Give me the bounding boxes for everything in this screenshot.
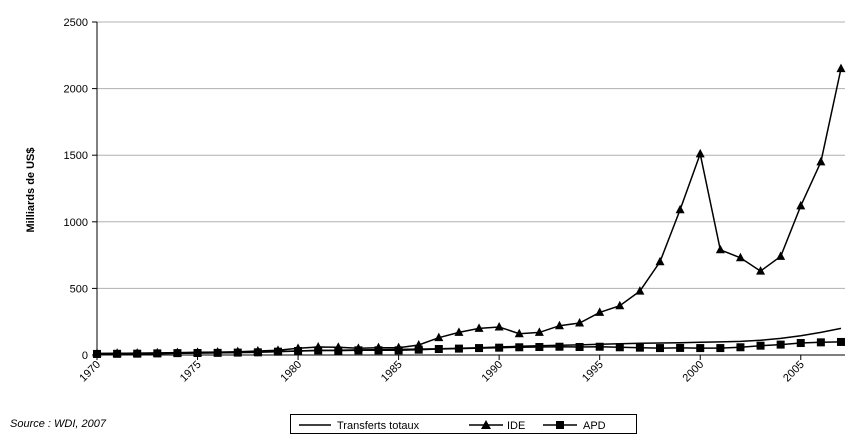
data-point-triangle [554, 320, 564, 330]
data-point-square [334, 346, 343, 355]
data-point-square [153, 349, 162, 358]
data-point-triangle [434, 332, 444, 342]
y-tick-label: 0 [82, 350, 88, 362]
data-point-square [836, 337, 845, 346]
data-point-triangle [494, 322, 504, 331]
gridlines [97, 21, 845, 289]
legend-marker-apd [556, 421, 564, 429]
data-point-square [475, 344, 484, 353]
data-point-square [133, 349, 142, 358]
legend-marker-ide [481, 420, 491, 429]
data-point-square [273, 347, 282, 356]
data-point-square [555, 342, 564, 351]
y-tick-label: 1000 [64, 217, 88, 229]
data-point-triangle [454, 327, 464, 336]
data-point-square [314, 346, 323, 355]
data-point-square [434, 345, 443, 354]
data-point-square [736, 343, 745, 352]
data-point-square [354, 346, 363, 355]
data-point-triangle [534, 327, 544, 336]
data-point-square [696, 344, 705, 353]
data-point-square [374, 346, 383, 355]
series-line [96, 327, 842, 356]
data-point-square [716, 344, 725, 353]
data-point-square [615, 343, 624, 352]
source-note: Source : WDI, 2007 [10, 418, 106, 430]
data-point-square [193, 349, 202, 358]
series-line [96, 68, 842, 355]
data-point-triangle [776, 251, 786, 260]
x-ticks: 1970 1975 1980 1985 1990 1995 2000 2005 [77, 355, 807, 384]
x-tick-label: 1995 [580, 359, 606, 385]
data-point-square [756, 341, 765, 350]
data-point-square [575, 343, 584, 352]
y-tick-label: 1500 [64, 150, 88, 162]
data-point-square [495, 343, 504, 352]
x-tick-label: 1990 [479, 359, 505, 385]
legend-label-transferts: Transferts totaux [337, 420, 420, 432]
data-point-triangle [735, 252, 745, 262]
data-point-square [213, 348, 222, 357]
data-point-square [595, 342, 604, 351]
x-tick-label: 2005 [781, 359, 807, 385]
legend: Transferts totaux IDE APD [290, 414, 637, 434]
data-point-square [253, 348, 262, 357]
x-tick-label: 1985 [379, 359, 405, 385]
data-point-square [454, 344, 463, 353]
y-ticks: 0 500 1000 1500 2000 2500 [64, 17, 97, 362]
data-point-triangle [756, 266, 766, 275]
data-point-triangle [575, 318, 585, 327]
data-point-triangle [514, 328, 524, 338]
data-point-square [776, 340, 785, 349]
data-point-triangle [715, 244, 725, 254]
data-point-triangle [635, 286, 645, 295]
data-point-square [173, 349, 182, 358]
y-tick-label: 2000 [64, 84, 88, 96]
data-point-square [233, 348, 242, 357]
data-point-triangle [836, 63, 846, 73]
data-point-square [93, 349, 101, 358]
data-point-square [816, 338, 825, 347]
x-tick-label: 1975 [178, 359, 204, 385]
data-point-square [394, 346, 403, 355]
series-ide [92, 63, 846, 357]
y-tick-label: 2500 [64, 17, 88, 29]
data-point-triangle [695, 148, 705, 158]
x-tick-label: 1970 [77, 359, 103, 385]
data-point-square [635, 343, 644, 352]
legend-label-apd: APD [583, 420, 606, 432]
x-tick-label: 1980 [278, 359, 304, 385]
data-point-triangle [816, 156, 826, 166]
data-point-square [796, 339, 805, 348]
x-tick-label: 2000 [681, 359, 707, 385]
data-point-triangle [474, 323, 484, 332]
data-point-square [656, 344, 665, 353]
data-point-square [414, 345, 423, 354]
y-axis-label: Milliards de US$ [25, 148, 37, 233]
data-point-square [113, 349, 122, 358]
series [92, 63, 846, 358]
data-point-square [294, 347, 303, 356]
series-apd [93, 337, 845, 358]
legend-label-ide: IDE [507, 420, 525, 432]
data-point-triangle [595, 307, 605, 316]
data-point-triangle [796, 200, 806, 210]
data-point-triangle [615, 300, 625, 310]
data-point-square [515, 343, 524, 352]
data-point-square [676, 343, 685, 352]
data-point-triangle [655, 256, 665, 266]
data-point-triangle [675, 204, 685, 214]
y-tick-label: 500 [70, 283, 88, 295]
series-transferts-totaux [96, 327, 842, 356]
data-point-square [535, 343, 544, 352]
